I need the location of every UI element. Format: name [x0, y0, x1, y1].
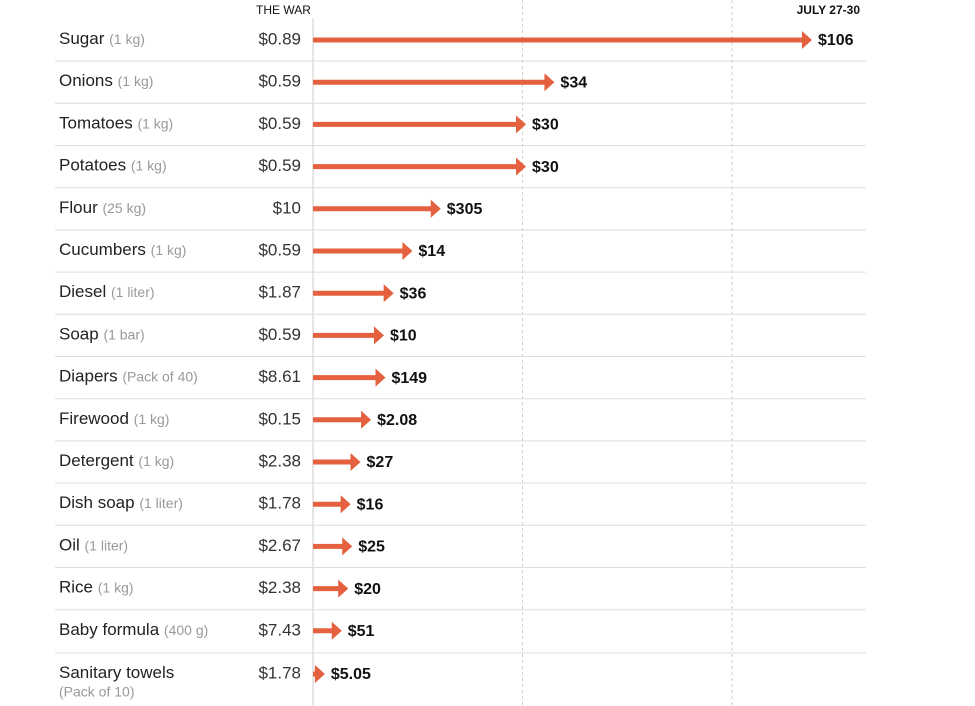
unit: (400 g) [164, 622, 208, 638]
after-label: $106 [818, 32, 854, 49]
after-label: $5.05 [331, 666, 371, 683]
row-label: Soap (1 bar) [59, 325, 145, 344]
unit: (Pack of 10) [59, 684, 134, 700]
before-label: $0.59 [258, 72, 301, 91]
arrow [313, 495, 351, 514]
row-label: Onions (1 kg) [59, 72, 153, 91]
category: Detergent [59, 451, 134, 470]
arrow [313, 284, 394, 303]
unit: (1 liter) [111, 284, 155, 300]
arrow [313, 199, 441, 218]
after-label: $14 [418, 243, 445, 260]
after-label: $30 [532, 117, 559, 134]
category: Rice [59, 578, 93, 597]
after-label: $20 [354, 581, 381, 598]
column-header: THE WAR [256, 3, 311, 17]
category: Oil [59, 536, 80, 555]
row-label: Sugar (1 kg) [59, 29, 145, 48]
category: Diesel [59, 283, 106, 302]
category: Cucumbers [59, 240, 146, 259]
category: Flour [59, 198, 98, 217]
before-label: $0.59 [258, 325, 301, 344]
after-label: $305 [447, 201, 483, 218]
arrow [313, 665, 325, 683]
before-label: $2.38 [258, 578, 301, 597]
arrow [313, 410, 372, 429]
before-label: $0.59 [258, 240, 301, 259]
before-label: $2.67 [258, 536, 301, 555]
category: Tomatoes [59, 114, 133, 133]
after-label: $25 [358, 539, 385, 556]
row-label: Sanitary towels [59, 663, 174, 682]
after-label: $27 [367, 454, 394, 471]
before-label: $2.38 [258, 451, 301, 470]
row-label: Detergent (1 kg) [59, 451, 174, 470]
unit: (1 kg) [109, 31, 145, 47]
unit: (1 kg) [131, 157, 167, 173]
unit: (1 kg) [151, 242, 187, 258]
after-label: $36 [400, 285, 427, 302]
before-label: $7.43 [258, 620, 301, 639]
unit: (1 kg) [118, 73, 154, 89]
after-label: $16 [357, 496, 384, 513]
row-label: Oil (1 liter) [59, 536, 128, 555]
before-label: $10 [273, 198, 301, 217]
after-label: $30 [532, 159, 559, 176]
row-label: Cucumbers (1 kg) [59, 240, 186, 259]
unit: (Pack of 40) [122, 368, 197, 384]
unit: (1 kg) [98, 579, 134, 595]
unit: (1 liter) [85, 537, 129, 553]
unit: (1 kg) [134, 411, 170, 427]
before-label: $0.15 [258, 409, 301, 428]
category: Firewood [59, 409, 129, 428]
category: Sugar [59, 29, 105, 48]
arrow [313, 326, 385, 345]
arrow [313, 73, 555, 92]
category: Dish soap [59, 494, 135, 513]
after-label: $51 [348, 623, 375, 640]
row-label: Firewood (1 kg) [59, 409, 169, 428]
row-label: Tomatoes (1 kg) [59, 114, 173, 133]
before-label: $1.78 [258, 663, 301, 682]
row-label: Potatoes (1 kg) [59, 156, 167, 175]
row-label: Dish soap (1 liter) [59, 494, 183, 513]
arrow [313, 537, 353, 556]
row-label: Diesel (1 liter) [59, 283, 155, 302]
unit: (25 kg) [102, 200, 146, 216]
unit: (1 kg) [138, 453, 174, 469]
row-label: Rice (1 kg) [59, 578, 134, 597]
unit: (1 bar) [103, 326, 144, 342]
unit: (1 liter) [139, 495, 183, 511]
arrow [313, 453, 361, 471]
after-label: $149 [391, 370, 427, 387]
after-label: $34 [560, 74, 587, 91]
before-label: $0.89 [258, 29, 301, 48]
category: Onions [59, 72, 113, 91]
category: Potatoes [59, 156, 126, 175]
before-label: $0.59 [258, 156, 301, 175]
unit: (1 kg) [137, 115, 173, 131]
row-label: Diapers (Pack of 40) [59, 367, 198, 386]
row-label: Baby formula (400 g) [59, 620, 208, 639]
category: Sanitary towels [59, 663, 174, 682]
arrow [313, 242, 413, 260]
arrow [313, 621, 342, 640]
category: Soap [59, 325, 99, 344]
column-header: JULY 27-30 [797, 3, 861, 17]
arrow [313, 368, 386, 387]
before-label: $0.59 [258, 114, 301, 133]
before-label: $8.61 [258, 367, 301, 386]
before-label: $1.87 [258, 283, 301, 302]
after-label: $2.08 [377, 412, 417, 429]
arrow [313, 31, 812, 49]
arrow [313, 579, 349, 598]
category: Diapers [59, 367, 118, 386]
row-label: Flour (25 kg) [59, 198, 146, 217]
before-label: $1.78 [258, 494, 301, 513]
after-label: $10 [390, 328, 417, 345]
arrow [313, 115, 527, 134]
arrow [313, 157, 527, 176]
category: Baby formula [59, 620, 160, 639]
